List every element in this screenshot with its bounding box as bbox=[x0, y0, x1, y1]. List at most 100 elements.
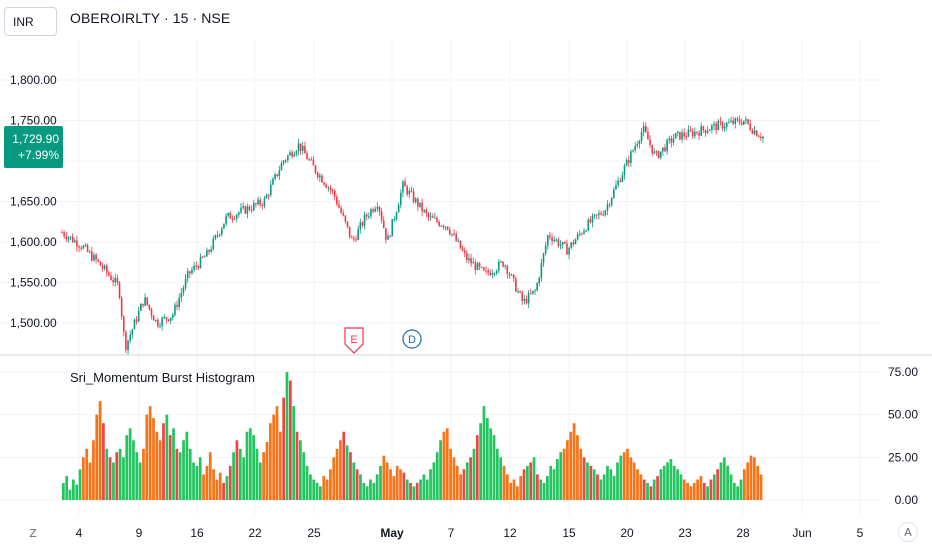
candle-body bbox=[137, 310, 140, 322]
candle-body bbox=[370, 209, 372, 217]
candle-body bbox=[574, 239, 577, 245]
candle-body bbox=[355, 239, 357, 241]
candle-body bbox=[451, 233, 453, 235]
candle-body bbox=[180, 292, 183, 298]
histogram-bar bbox=[215, 479, 219, 500]
candle-body bbox=[419, 202, 421, 207]
histogram-bar bbox=[192, 462, 195, 500]
histogram-bar bbox=[135, 452, 139, 500]
histogram-bar bbox=[138, 462, 142, 500]
candle-body bbox=[165, 317, 168, 320]
candle-body bbox=[348, 226, 351, 237]
candle-body bbox=[368, 216, 370, 218]
histogram-bar bbox=[582, 457, 586, 500]
momentum-histogram bbox=[62, 372, 763, 500]
candle-body bbox=[380, 211, 383, 221]
candle-body bbox=[448, 229, 451, 235]
candle-body bbox=[559, 244, 562, 246]
histogram-bar bbox=[589, 465, 593, 500]
candle-body bbox=[289, 152, 291, 156]
histogram-bar bbox=[182, 440, 185, 500]
candle-body bbox=[674, 133, 677, 139]
candle-body bbox=[542, 253, 545, 263]
histogram-bar bbox=[72, 479, 75, 500]
candle-body bbox=[270, 184, 272, 196]
candle-body bbox=[206, 250, 208, 257]
histogram-bar bbox=[248, 428, 252, 500]
dividend-label: D bbox=[408, 334, 416, 346]
histogram-bar bbox=[78, 469, 82, 500]
candle-body bbox=[399, 192, 402, 205]
candle-body bbox=[497, 261, 500, 271]
histogram-bar bbox=[515, 486, 519, 500]
candle-body bbox=[489, 272, 492, 276]
histogram-bar bbox=[489, 428, 493, 500]
candle-body bbox=[453, 233, 455, 235]
currency-selector[interactable]: INR bbox=[4, 7, 57, 36]
candle-body bbox=[227, 212, 229, 216]
candle-body bbox=[201, 256, 204, 258]
candle-body bbox=[91, 251, 93, 261]
candle-body bbox=[280, 163, 283, 171]
histogram-bar bbox=[435, 452, 439, 500]
histogram-bar bbox=[485, 418, 489, 500]
histogram-bar bbox=[656, 476, 659, 500]
candle-body bbox=[71, 236, 74, 243]
candle-body bbox=[402, 181, 404, 193]
histogram-bar bbox=[579, 448, 583, 500]
candle-body bbox=[78, 246, 80, 248]
histogram-bar bbox=[475, 435, 479, 500]
zoom-button[interactable]: Z bbox=[24, 524, 42, 542]
candle-body bbox=[740, 122, 743, 125]
candle-body bbox=[734, 118, 737, 124]
dividend-marker[interactable]: D bbox=[402, 329, 422, 349]
histogram-bar bbox=[756, 465, 760, 500]
histogram-bar bbox=[599, 479, 603, 500]
earnings-marker[interactable]: E bbox=[344, 327, 364, 354]
histogram-bar bbox=[208, 452, 212, 500]
auto-scale-button[interactable]: A bbox=[898, 522, 918, 542]
histogram-bar bbox=[682, 479, 686, 500]
candle-body bbox=[730, 120, 732, 123]
candle-body bbox=[521, 292, 524, 301]
time-tick-label: 5 bbox=[857, 526, 864, 540]
candle-body bbox=[572, 242, 575, 245]
histogram-bar bbox=[379, 465, 382, 500]
candle-body bbox=[404, 181, 406, 187]
candle-body bbox=[353, 237, 355, 240]
candle-body bbox=[536, 283, 538, 291]
last-price-badge: 1,729.90 +7.99% bbox=[4, 126, 63, 168]
candle-body bbox=[427, 213, 430, 218]
histogram-bar bbox=[238, 448, 242, 500]
histogram-bar bbox=[532, 457, 536, 500]
candle-body bbox=[474, 262, 477, 270]
histogram-bar bbox=[255, 448, 259, 500]
candle-body bbox=[753, 130, 756, 134]
candle-body bbox=[80, 247, 82, 249]
histogram-bar bbox=[562, 448, 566, 500]
candle-body bbox=[713, 123, 715, 126]
candle-body bbox=[108, 272, 110, 276]
histogram-bar bbox=[62, 482, 65, 500]
candle-body bbox=[393, 218, 396, 220]
histogram-bar bbox=[525, 465, 529, 500]
candle-body bbox=[666, 140, 668, 152]
candle-body bbox=[154, 319, 157, 321]
histogram-bar bbox=[729, 474, 733, 500]
candle-body bbox=[691, 130, 694, 137]
price-tick-label: 1,750.00 bbox=[10, 114, 57, 128]
candle-body bbox=[500, 261, 502, 263]
price-tick-label: 1,550.00 bbox=[10, 276, 57, 290]
candle-body bbox=[706, 130, 709, 133]
candle-body bbox=[694, 131, 696, 137]
histogram-bar bbox=[689, 486, 693, 500]
candle-body bbox=[129, 334, 131, 341]
time-tick-label: 23 bbox=[678, 526, 692, 540]
histogram-bar bbox=[355, 469, 359, 500]
histogram-bar bbox=[339, 440, 342, 500]
histogram-bar bbox=[702, 482, 706, 500]
histogram-bar bbox=[272, 414, 276, 500]
candle-body bbox=[171, 314, 174, 318]
candle-body bbox=[510, 274, 513, 276]
